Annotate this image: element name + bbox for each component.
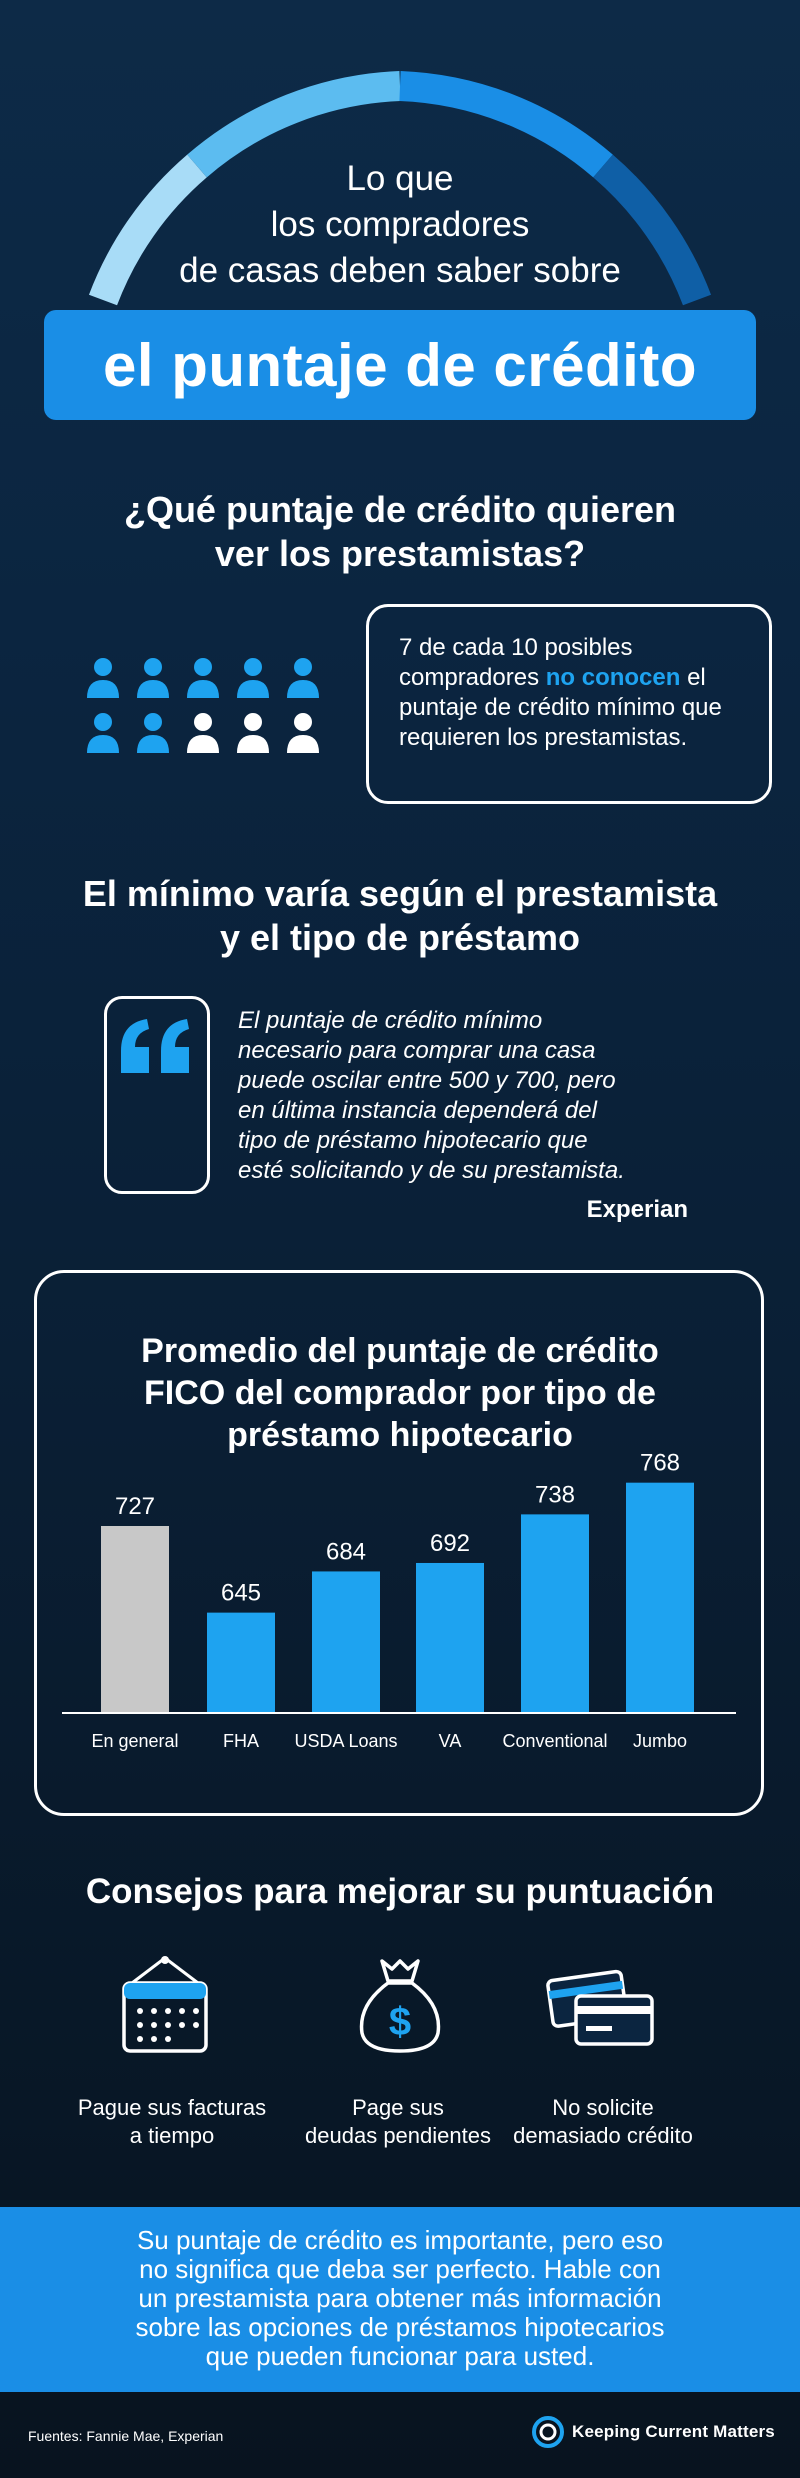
bar-fha [207,1612,275,1713]
quote-source: Experian [586,1196,688,1223]
money-bag-icon: $ [359,1959,441,2053]
brand-logo: Keeping Current Matters [532,2416,775,2448]
person-icon [228,650,278,705]
person-icon [178,705,228,760]
stat-text-before: 7 de cada 10 posibles compradores [399,634,633,691]
page-title: el puntaje de crédito [103,331,697,399]
tip-line: Page sus [352,2095,444,2120]
category-label: En general [91,1731,178,1751]
closing-line: que pueden funcionar para usted. [205,2341,595,2371]
quote-line: El puntaje de crédito mínimo [238,1007,543,1034]
quote-mark-box [104,996,210,1194]
closing-line: Su puntaje de crédito es importante, per… [136,2225,664,2255]
tip-label-pay-bills: Pague sus facturas a tiempo [47,2094,297,2150]
category-label: USDA Loans [294,1731,397,1751]
category-label: VA [439,1731,462,1751]
quote-line: necesario para comprar una casa [238,1037,596,1064]
svg-text:$: $ [389,2000,411,2044]
heading-line: y el tipo de préstamo [219,917,581,958]
chart-title-line: Promedio del puntaje de crédito [141,1332,659,1370]
person-icon [228,705,278,760]
subtitle-line: los compradores [270,205,530,244]
arc-segment-3 [399,71,613,178]
tip-line: a tiempo [129,2123,215,2148]
heading-line: El mínimo varía según el prestamista [82,873,718,914]
closing-line: un prestamista para obtener más informac… [138,2283,662,2313]
arc-segment-1 [88,154,207,306]
bar-value-label: 684 [326,1538,366,1565]
tip-line: Pague sus facturas [77,2095,267,2120]
person-icon [78,705,128,760]
bar-value-label: 727 [115,1493,155,1520]
closing-banner [0,2207,800,2392]
bar-usda-loans [312,1571,380,1713]
bar-value-label: 692 [430,1530,470,1557]
header-subtitle: Lo que los compradores de casas deben sa… [0,156,800,294]
bar-en-general [101,1525,169,1713]
chart-title-line: FICO del comprador por tipo de [144,1374,656,1412]
person-icon [78,650,128,705]
subtitle-line: de casas deben saber sobre [179,251,621,290]
stat-text-after: el puntaje de crédito mínimo que requier… [399,664,722,751]
quote-line: tipo de préstamo hipotecario que [238,1127,588,1154]
header-arc-decoration [88,71,712,306]
person-icon [178,650,228,705]
person-icon [278,705,328,760]
closing-line: no significa que deba ser perfecto. Habl… [139,2254,661,2284]
quote-line: en última instancia dependerá del [238,1097,597,1124]
closing-text: Su puntaje de crédito es importante, per… [0,2226,800,2371]
heading-line: ¿Qué puntaje de crédito quieren [123,489,677,530]
tip-label-no-credit: No solicite demasiado crédito [478,2094,728,2150]
bar-va [416,1562,484,1713]
credit-cards-icon [546,1969,654,2046]
bar-chart: 727 En general 645 FHA 684 USDA Loans 692 VA 738… [91,1450,694,1751]
quote-line: esté solicitando y de su prestamista. [238,1157,625,1184]
tips-heading: Consejos para mejorar su puntuación [85,1872,715,1911]
category-label: Conventional [502,1731,607,1751]
bar-value-label: 645 [221,1580,261,1607]
chart-title-line: préstamo hipotecario [227,1416,573,1454]
quote-line: puede oscilar entre 500 y 700, pero [238,1067,616,1094]
category-label: FHA [223,1731,259,1751]
subtitle-line: Lo que [346,159,454,198]
people-icon-grid [78,650,328,760]
section-heading-lenders: ¿Qué puntaje de crédito quieren ver los … [0,488,800,576]
stat-callout: 7 de cada 10 posibles compradores no con… [366,604,772,804]
heading-line: ver los prestamistas? [214,533,586,574]
person-icon [128,650,178,705]
category-label: Jumbo [633,1731,687,1751]
bar-value-label: 738 [535,1481,575,1508]
bar-value-label: 768 [640,1450,680,1477]
arc-segment-2 [187,71,401,178]
tip-line: deudas pendientes [305,2123,491,2148]
tip-line: demasiado crédito [513,2123,693,2148]
person-icon [128,705,178,760]
section-heading-minimum: El mínimo varía según el prestamista y e… [0,872,800,960]
tip-label-pay-debts: Page sus deudas pendientes [273,2094,523,2150]
sources-note: Fuentes: Fannie Mae, Experian [28,2428,224,2444]
chart-title: Promedio del puntaje de crédito FICO del… [0,1330,800,1456]
arc-segment-4 [593,154,712,306]
stat-highlight: no conocen [545,664,681,691]
chart-panel [34,1270,764,1816]
calendar-icon [122,1956,208,2053]
title-banner: el puntaje de crédito [44,310,756,420]
quote-text: El puntaje de crédito mínimo necesario p… [238,1006,738,1186]
logo-text: Keeping Current Matters [572,2422,775,2441]
person-icon [278,650,328,705]
tip-line: No solicite [552,2095,654,2120]
logo-mark-icon [532,2416,564,2448]
bar-conventional [521,1514,589,1713]
quote-icon [121,1019,189,1073]
bar-jumbo [626,1482,694,1713]
closing-line: sobre las opciones de préstamos hipoteca… [135,2312,665,2342]
